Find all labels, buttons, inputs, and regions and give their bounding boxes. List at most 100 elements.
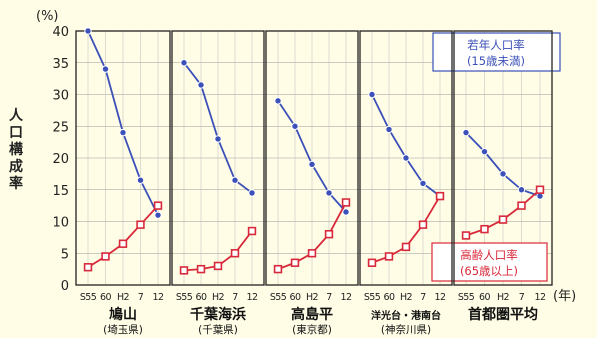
young-point [291,122,299,130]
elderly-point [480,224,489,234]
young-point [499,170,507,178]
elderly-point [101,252,110,261]
panel-prefecture: (千葉県) [198,323,238,336]
elderly-point [273,264,283,274]
x-tick-label: S55 [364,292,381,303]
x-tick-label: 7 [420,292,426,303]
legend-elderly-subtitle: (65歳以上) [460,264,518,278]
y-tick-5: 5 [61,247,69,262]
x-tick-label: 7 [326,292,332,303]
x-tick-label: S55 [80,292,97,303]
panel-frame [265,30,359,286]
elderly-point [83,263,93,272]
elderly-point [367,258,377,267]
young-point [231,176,239,184]
elderly-point [498,215,508,224]
x-tick-label: H2 [306,292,319,303]
y-axis-label: 人口構成率 [9,108,23,192]
elderly-point [290,258,300,267]
elderly-point [247,226,257,236]
panel-1: S55 60 H2 7 12 鳩山(埼玉県) [75,27,171,336]
elderly-point [461,231,471,240]
x-tick-label: 60 [479,292,490,303]
panel-name: 千葉海浜 [190,306,246,323]
elderly-point [230,249,240,258]
panel-5: S55 60 H2 7 12 首都圏平均 [453,30,553,323]
elderly-point [435,191,445,201]
elderly-point [307,249,317,258]
young-point [342,208,350,216]
x-tick-label: 7 [232,292,238,303]
elderly-point [213,261,223,271]
young-point [517,186,526,194]
panel-prefecture: (神奈川県) [381,323,431,336]
young-point [101,65,110,73]
young-point [197,81,205,89]
panel-frame [171,30,265,286]
young-point [419,179,427,188]
x-tick-label: S55 [458,292,475,303]
young-point [180,59,188,67]
elderly-point [517,201,526,210]
panel-frame [75,30,171,286]
x-tick-label: H2 [497,292,510,303]
panel-name: 鳩山 [109,306,137,323]
x-tick-label: 12 [153,292,164,303]
young-point [274,97,282,105]
x-tick-label: H2 [117,292,130,303]
panel-name: 高島平 [291,306,333,323]
panel-name: 首都圏平均 [468,306,538,323]
y-tick-40: 40 [52,25,69,40]
y-tick-20: 20 [52,152,69,167]
elderly-point [153,201,163,210]
panel-prefecture: (埼玉県) [103,323,143,336]
young-point [214,135,222,143]
legend-young-title: 若年人口率 [467,38,525,52]
panel-prefecture: (東京都) [292,323,332,336]
young-point [402,154,410,162]
y-tick-10: 10 [52,216,69,231]
elderly-point [196,264,206,274]
x-tick-label: 60 [290,292,301,303]
x-unit-label: (年) [553,289,576,304]
elderly-point [384,252,394,261]
elderly-point [535,185,545,194]
elderly-point [179,266,189,275]
young-point [368,90,376,99]
y-tick-25: 25 [52,120,69,135]
x-tick-label: 12 [247,292,258,303]
y-tick-15: 15 [52,184,69,199]
young-point [154,211,162,219]
young-point [480,147,489,156]
elderly-point [136,220,145,229]
panel-4: S55 60 H2 7 12 洋光台・港南台(神奈川県) [359,30,453,336]
x-tick-label: 12 [435,292,446,303]
x-tick-label: 12 [341,292,352,303]
x-tick-label: 60 [100,292,111,303]
young-point [385,125,393,134]
young-point [462,128,470,137]
young-point [308,160,316,169]
young-point [248,189,256,197]
x-tick-label: S55 [176,292,193,303]
x-tick-label: 60 [384,292,395,303]
y-tick-35: 35 [52,57,69,72]
panel-frame [359,30,453,286]
x-tick-label: H2 [400,292,413,303]
x-tick-label: S55 [270,292,287,303]
y-unit-label: (%) [36,9,59,24]
y-tick-0: 0 [61,279,69,294]
young-point [119,128,127,137]
y-tick-30: 30 [52,89,69,104]
panel-name: 洋光台・港南台 [371,309,441,322]
elderly-point [118,239,128,248]
x-tick-label: 7 [519,292,525,303]
young-point [325,189,333,197]
elderly-point [341,198,351,207]
young-point [84,27,92,35]
legend-elderly: 高齢人口率 (65歳以上) [431,242,548,282]
panel-3: S55 60 H2 7 12 高島平(東京都) [265,30,359,336]
elderly-point [418,220,428,229]
